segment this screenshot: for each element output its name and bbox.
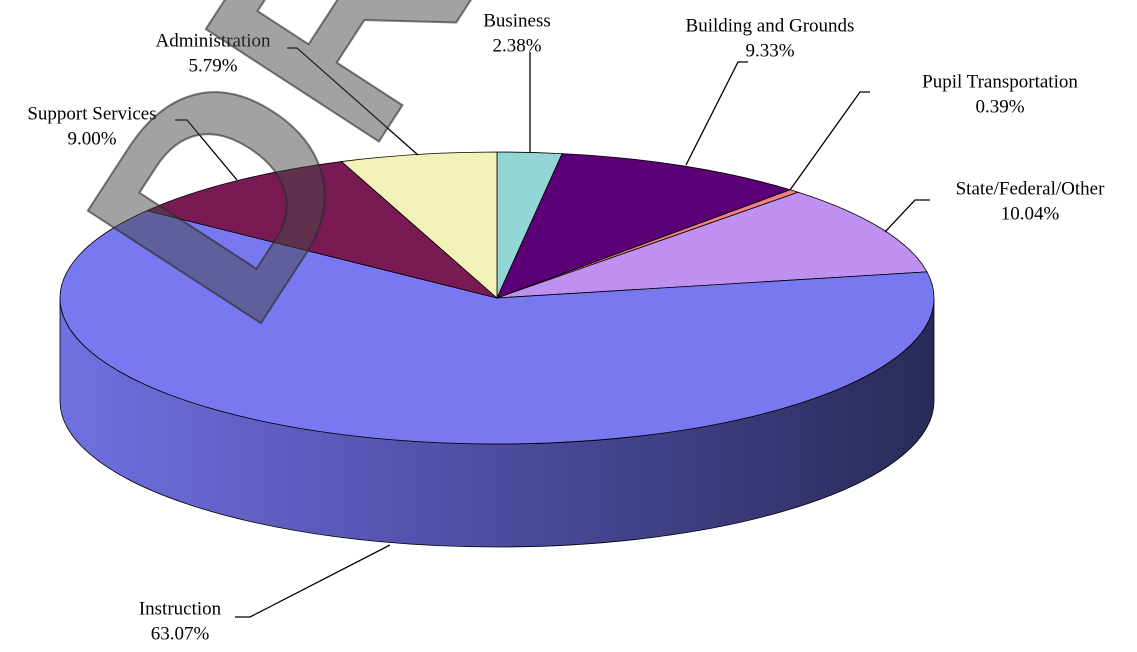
value-label: 0.39%	[975, 96, 1024, 117]
leader-line	[789, 91, 870, 191]
slice-label: Business	[483, 10, 551, 31]
value-label: 9.00%	[67, 128, 116, 149]
slice-label: State/Federal/Other	[956, 178, 1105, 199]
slice-label: Support Services	[27, 103, 156, 124]
slice	[145, 161, 498, 299]
leader-lines	[175, 47, 930, 618]
slice	[496, 191, 928, 299]
leader-line	[685, 61, 748, 166]
slice-label: Instruction	[139, 598, 222, 619]
value-label: 10.04%	[1001, 203, 1060, 224]
pie-tops	[59, 151, 935, 445]
leader-line	[884, 199, 930, 233]
leader-line	[175, 119, 238, 181]
slice	[59, 210, 935, 445]
slice	[496, 153, 792, 299]
labels: Business 2.38% Building and Grounds 9.33% Pu…	[27, 10, 1105, 644]
slice-label: Pupil Transportation	[922, 71, 1078, 92]
value-label: 5.79%	[188, 55, 237, 76]
slice-label: Administration	[155, 30, 271, 51]
value-label: 63.07%	[151, 623, 210, 644]
slice-label: Building and Grounds	[686, 15, 855, 36]
leader-line	[235, 544, 391, 618]
value-label: 2.38%	[492, 35, 541, 56]
value-label: 9.33%	[745, 40, 794, 61]
leader-line	[287, 47, 419, 156]
